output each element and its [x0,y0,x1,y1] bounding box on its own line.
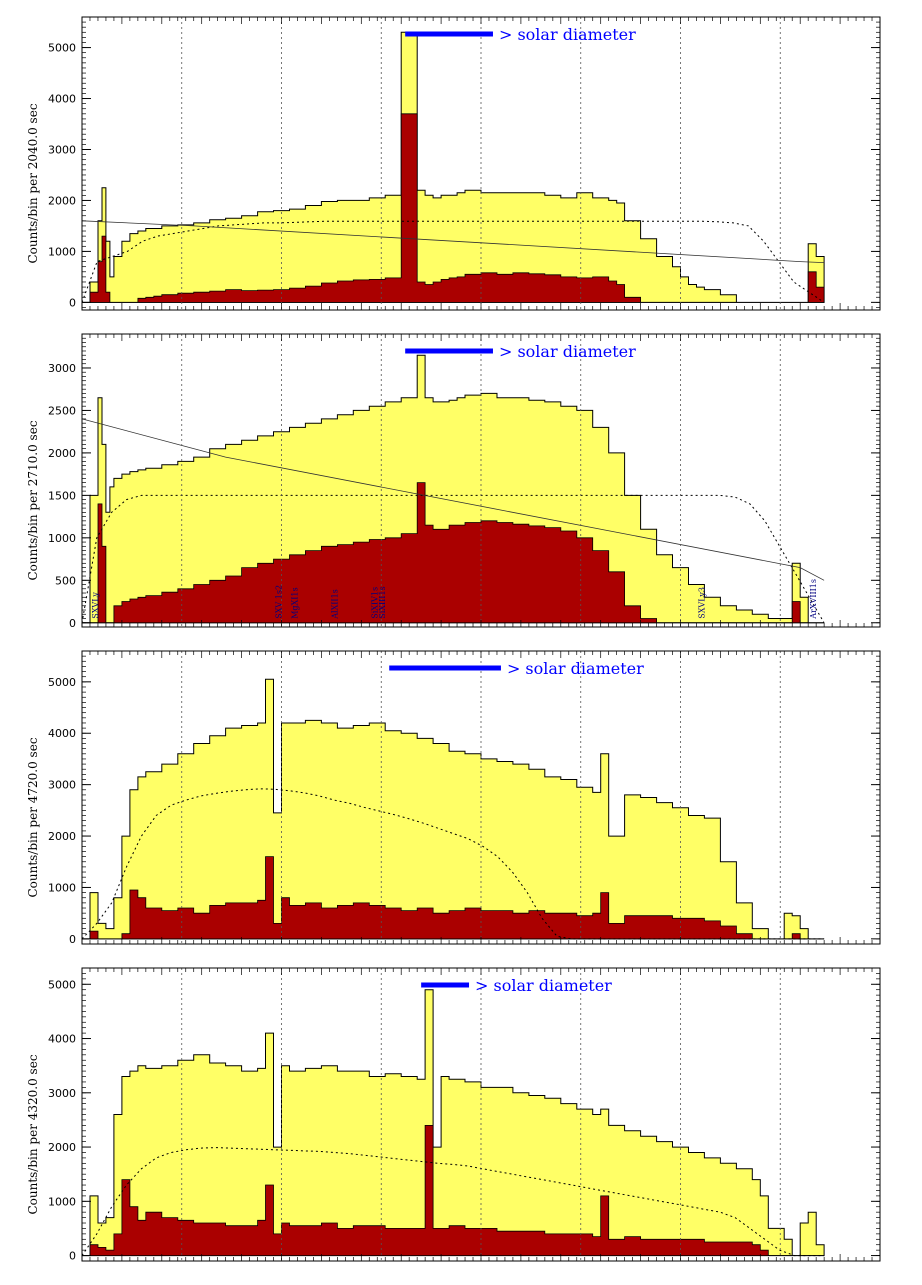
background-fit-line [81,220,825,263]
y-tick-label: 2000 [48,1141,76,1154]
y-tick-label: 5000 [48,978,76,991]
y-tick-label: 1500 [48,489,76,502]
y-tick-label: 3000 [48,143,76,156]
plot-frame [81,16,881,311]
background-fit-line [81,418,825,581]
line-label: SiXIII1s [378,586,387,618]
y-tick-label: 1000 [48,245,76,258]
y-tick-label: 2500 [48,404,76,417]
panel-1: 0 1000 2000 3000 4000 5000 Counts/bin per 2040… [26,16,881,311]
y-axis-label: Counts/bin per 2040.0 sec [26,103,40,263]
line-label: AlXII1s [330,589,339,620]
line-counts-histogram [82,113,825,303]
panel-3: 0 1000 2000 3000 4000 5000 Counts/bin per 4720… [26,650,881,946]
y-tick-label: 4000 [48,1033,76,1046]
y-tick-label: 4000 [48,93,76,106]
y-tick-label: 3000 [48,1087,76,1100]
plot-frame [81,967,881,1262]
y-tick-label: 3000 [48,779,76,792]
y-tick-label: 1000 [48,532,76,545]
model-curve [81,494,825,624]
panel-2: SXVLy SXV 1s2 MgXI1s AlXII1s SiXIV1sSiXIII1s… [26,333,881,630]
y-tick-label: 4000 [48,727,76,740]
line-label: SXVLy3 [697,587,706,619]
plot-frame [81,650,881,945]
line-label: SiXIV1s [370,587,379,619]
line-label: MgXI1s [290,587,299,618]
model-curve [81,220,825,303]
plot-frame [81,333,881,628]
y-tick-label: 3000 [48,362,76,375]
line-label: SXVLy [91,592,100,619]
y-tick-label: 5000 [48,42,76,55]
y-tick-label: 0 [69,933,76,946]
y-tick-label: 1000 [48,1195,76,1208]
y-tick-label: 0 [69,296,76,309]
line-counts-histogram [82,482,825,624]
legend-label: > solar diameter [475,976,612,995]
y-tick-label: 0 [69,617,76,630]
y-axis-label: Counts/bin per 4320.0 sec [26,1054,40,1214]
line-label: ArXVIII1s [809,579,818,620]
line-counts-histogram [82,1125,825,1256]
line-counts-histogram [82,856,825,940]
y-tick-label: 2000 [48,830,76,843]
y-tick-label: 0 [69,1250,76,1263]
total-counts-histogram [82,354,825,624]
y-tick-label: 2000 [48,194,76,207]
line-label: SXV 1s2 [275,585,284,619]
legend-label: > solar diameter [507,659,644,678]
panel-4: 0 1000 2000 3000 4000 5000 Counts/bin per 4320… [26,967,881,1263]
y-axis-label: Counts/bin per 2710.0 sec [26,420,40,580]
y-axis-label: Counts/bin per 4720.0 sec [26,737,40,897]
y-tick-label: 5000 [48,676,76,689]
y-tick-label: 1000 [48,881,76,894]
total-counts-histogram [82,31,825,303]
y-tick-label: 500 [55,574,76,587]
legend-label: > solar diameter [499,342,636,361]
legend-label: > solar diameter [499,25,636,44]
y-tick-label: 2000 [48,447,76,460]
